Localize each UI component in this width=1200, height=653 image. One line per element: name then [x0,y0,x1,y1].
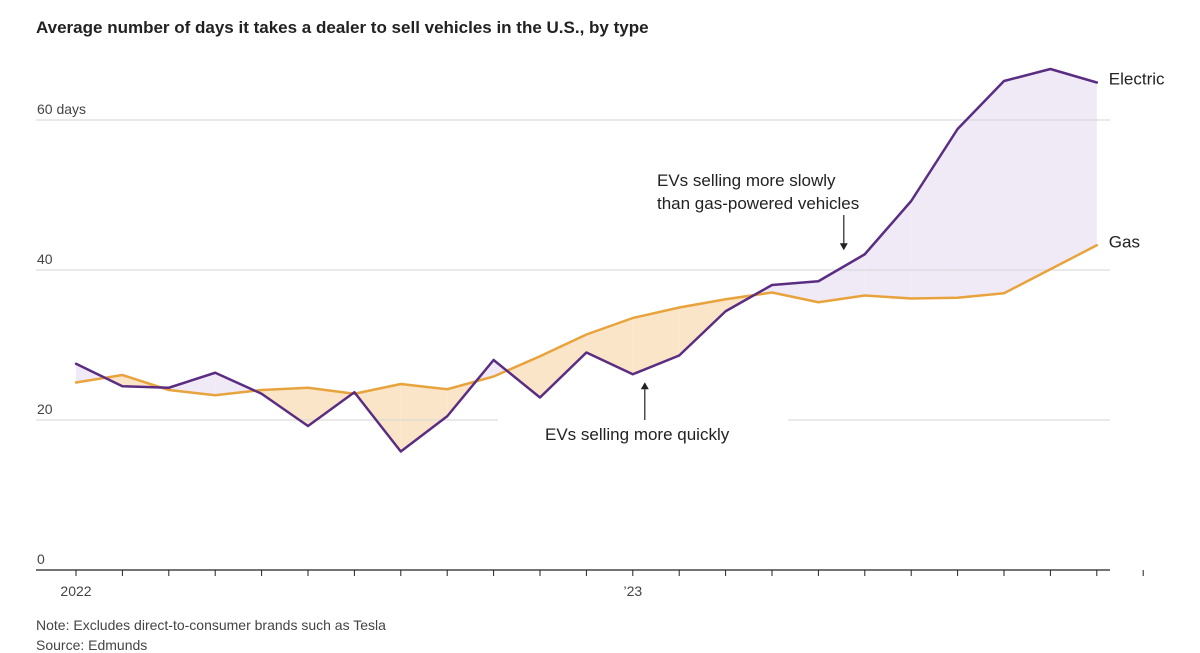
difference-area [168,372,216,396]
arrow-head [640,382,649,390]
difference-area [632,307,680,375]
y-tick-label: 60 days [37,101,86,117]
difference-area [679,299,726,356]
difference-area [864,201,912,299]
chart-source: Source: Edmunds [36,637,148,653]
difference-area [540,334,587,398]
x-tick-label: ’23 [623,583,642,599]
annotation-text: than gas-powered vehicles [657,194,859,213]
series-label-gas: Gas [1109,232,1140,251]
x-tick-label: 2022 [60,583,91,599]
y-tick-label: 40 [37,251,53,267]
chart-title: Average number of days it takes a dealer… [36,18,649,37]
y-tick-label: 0 [37,551,45,567]
x-axis: 2022 ’23 [36,569,1144,599]
annotation-text: EVs selling more slowly [657,171,836,190]
difference-area [911,129,958,299]
chart-note: Note: Excludes direct-to-consumer brands… [36,617,386,633]
difference-area [506,356,540,398]
difference-area [1004,69,1051,294]
difference-area [818,254,865,303]
series-line-gas [74,244,1099,397]
annotation-backing [498,418,788,452]
annotations: EVs selling more slowly than gas-powered … [498,171,859,452]
difference-area [957,81,1004,298]
annotation-text: EVs selling more quickly [545,425,730,444]
difference-area [586,318,633,375]
difference-area [1050,69,1097,270]
series-lines: Electric Gas [74,67,1165,453]
series-label-electric: Electric [1109,70,1165,89]
y-axis-labels: 0 20 40 60 days [37,101,86,567]
arrow-head [839,243,848,251]
difference-area [355,384,401,452]
difference-area [772,281,819,303]
difference-areas [76,69,1097,452]
difference-area [400,384,448,452]
series-line-electric [74,67,1099,453]
y-tick-label: 20 [37,401,53,417]
